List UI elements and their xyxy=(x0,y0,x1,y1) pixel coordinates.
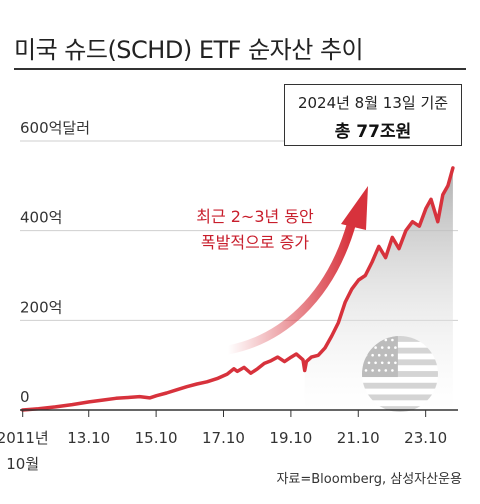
title-divider xyxy=(14,68,466,70)
info-total: 총 77조원 xyxy=(334,122,412,142)
flag-star xyxy=(394,361,397,365)
flag-star xyxy=(384,369,388,372)
annotation-line-1: 최근 2~3년 동안 xyxy=(196,207,314,226)
arrow-shaft xyxy=(223,217,357,355)
source-note: 자료=Bloomberg, 삼성자산운용 xyxy=(276,472,462,487)
flag-star xyxy=(374,361,377,365)
flag-star xyxy=(387,361,391,365)
flag-stripe xyxy=(362,359,438,366)
flag-star xyxy=(394,346,397,349)
info-date: 2024년 8월 13일 기준 xyxy=(297,94,449,112)
flag-stripe xyxy=(362,382,438,389)
growth-arrow-icon xyxy=(223,186,368,355)
growth-annotation: 최근 2~3년 동안 폭발적으로 증가 xyxy=(160,204,350,256)
flag-star xyxy=(380,346,384,349)
flag-star xyxy=(391,353,394,357)
flag-stripe xyxy=(362,406,438,412)
flag-star xyxy=(367,361,371,365)
info-box: 2024년 8월 13일 기준 총 77조원 xyxy=(284,84,462,146)
flag-star xyxy=(384,338,388,342)
page-title: 미국 슈드(SCHD) ETF 순자산 추이 xyxy=(14,36,364,64)
flag-stripe xyxy=(362,394,438,401)
x-tick-label: 15.10 xyxy=(135,429,178,447)
y-tick-label: 400억 xyxy=(20,209,62,227)
flag-star xyxy=(380,361,384,365)
flag-star xyxy=(371,369,374,372)
flag-stripe xyxy=(362,336,438,342)
x-tick-label-2: 10월 xyxy=(6,455,39,473)
x-tick-label: 19.10 xyxy=(269,429,312,447)
flag-star xyxy=(391,338,394,342)
annotation-line-2: 폭발적으로 증가 xyxy=(200,233,310,252)
flag-star xyxy=(384,353,388,357)
y-tick-label: 0 xyxy=(20,388,30,406)
series-line xyxy=(20,166,455,412)
x-tick-label: 17.10 xyxy=(202,429,245,447)
flag-star xyxy=(377,353,381,357)
y-tick-label: 600억달러 xyxy=(20,119,90,137)
x-tick-label: 2011년 xyxy=(0,429,49,447)
us-flag-icon xyxy=(362,336,438,412)
x-tick-label: 21.10 xyxy=(337,429,380,447)
x-tick-label: 23.10 xyxy=(404,429,447,447)
flag-star xyxy=(391,369,394,372)
flag-star xyxy=(371,353,374,357)
flag-stripe xyxy=(362,371,438,377)
flag-star xyxy=(374,346,377,349)
arrow-head xyxy=(341,186,368,230)
y-tick-label: 200억 xyxy=(20,298,62,316)
flag-star xyxy=(387,346,391,349)
flag-star xyxy=(377,369,381,372)
flag-stripe xyxy=(362,347,438,354)
x-tick-label: 13.10 xyxy=(67,429,110,447)
flag-star xyxy=(364,369,368,372)
